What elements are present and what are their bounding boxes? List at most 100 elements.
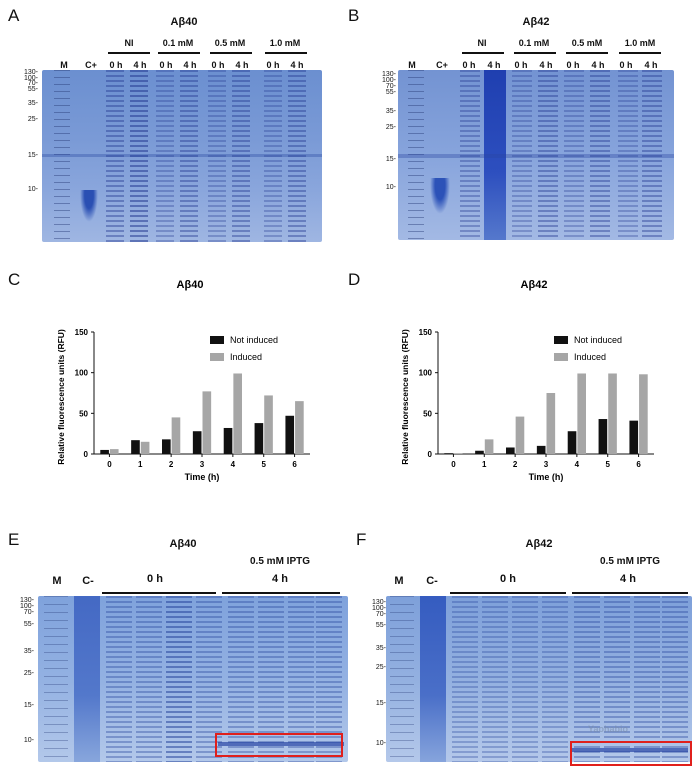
gel-b-time: 0 h	[619, 60, 633, 70]
gel-a-group-ni: NI	[124, 38, 134, 48]
x-tick-label: 6	[292, 460, 297, 469]
gel-a-lane-m: M	[60, 60, 68, 70]
legend-label: Not induced	[574, 335, 622, 345]
x-tick-label: 6	[636, 460, 641, 469]
gel-a-mw: 130-	[23, 69, 38, 76]
gel-a-group-05: 0.5 mM	[214, 38, 246, 48]
gel-f-lane-m: M	[394, 575, 404, 587]
gel-b-image	[398, 70, 674, 240]
bar-not-induced	[629, 420, 639, 454]
gel-b-mw: 35-	[385, 108, 396, 115]
gel-b-title: Aβ42	[522, 16, 550, 28]
gel-a-group-10: 1.0 mM	[269, 38, 301, 48]
gel-f-4h: 4 h	[620, 573, 636, 585]
gel-f-highlight-box	[570, 741, 692, 766]
gel-a-time: 4 h	[133, 60, 147, 70]
legend-swatch	[554, 353, 568, 361]
gel-a-mw: 10-	[27, 186, 38, 193]
gel-a-group-line	[265, 52, 307, 54]
gel-b-time: 4 h	[644, 60, 658, 70]
panel-letter-c: C	[8, 270, 21, 289]
bar-induced	[453, 453, 463, 454]
bar-not-induced	[254, 423, 264, 454]
gel-e-lane-cneg: C-	[82, 575, 94, 587]
y-tick-label: 0	[84, 450, 89, 459]
gel-e-mw: 10-	[23, 737, 34, 744]
gel-a-image	[42, 70, 322, 242]
gel-b-mw: 100-	[381, 77, 396, 84]
gel-e-iptg: 0.5 mM IPTG	[249, 556, 311, 567]
bar-induced	[577, 373, 586, 454]
panel-letter-a: A	[8, 6, 20, 25]
gel-b-group-10: 1.0 mM	[624, 38, 656, 48]
gel-f-mw: 35-	[375, 645, 386, 652]
bar-not-induced	[100, 449, 109, 454]
gel-e-mw: 55-	[23, 621, 34, 628]
y-tick-label: 100	[419, 369, 433, 378]
bar-not-induced	[475, 450, 484, 454]
gel-b-mw: 15-	[385, 156, 396, 163]
x-tick-label: 3	[200, 460, 205, 469]
bar-induced	[639, 374, 648, 454]
x-tick-label: 5	[605, 460, 610, 469]
gel-b-group-line	[462, 52, 504, 54]
gel-f-mw: 100-	[371, 605, 386, 612]
bar-induced	[171, 417, 181, 454]
gel-f-line-0h	[450, 592, 566, 594]
bar-not-induced	[162, 439, 171, 454]
gel-a-mw: 70-	[27, 80, 38, 87]
bar-not-induced	[223, 427, 233, 454]
gel-e-lane-m: M	[52, 575, 62, 587]
y-tick-label: 150	[75, 328, 89, 337]
bar-induced	[109, 449, 119, 454]
panel-letter-f: F	[356, 530, 367, 549]
y-axis-label: Relative fluorescence units (RFU)	[56, 329, 66, 465]
bar-induced	[484, 439, 494, 454]
gel-b-lane-m: M	[408, 60, 416, 70]
gel-e-mw: 130-	[19, 597, 34, 604]
gel-f-mw: 25-	[375, 664, 386, 671]
gel-b-lane-cpos: C+	[436, 60, 448, 70]
legend-label: Induced	[574, 352, 606, 362]
x-tick-label: 3	[544, 460, 549, 469]
gel-a-time: 4 h	[183, 60, 197, 70]
gel-a-time: 4 h	[235, 60, 249, 70]
panel-letter-d: D	[348, 270, 361, 289]
gel-a-mw: 15-	[27, 152, 38, 159]
gel-b-time: 0 h	[566, 60, 580, 70]
x-tick-label: 4	[231, 460, 236, 469]
bar-induced	[202, 391, 212, 454]
legend-label: Not induced	[230, 335, 278, 345]
x-tick-label: 0	[451, 460, 456, 469]
x-tick-label: 2	[169, 460, 174, 469]
gel-b-time: 4 h	[487, 60, 501, 70]
gel-e-4h: 4 h	[272, 573, 288, 585]
gel-b-group-line	[619, 52, 661, 54]
gel-f-mw: 10-	[375, 740, 386, 747]
y-tick-label: 50	[423, 409, 432, 418]
gel-f-title: Aβ42	[525, 538, 553, 550]
gel-e-mw: 100-	[19, 603, 34, 610]
gel-f-mw: 70-	[375, 611, 386, 618]
legend-swatch	[210, 353, 224, 361]
gel-a-group-line	[158, 52, 200, 54]
gel-e-line-4h	[222, 592, 340, 594]
bar-induced	[515, 416, 525, 454]
y-tick-label: 0	[428, 450, 433, 459]
bar-not-induced	[192, 431, 202, 454]
x-tick-label: 4	[575, 460, 580, 469]
gel-a-mw: 55-	[27, 86, 38, 93]
gel-a-mw: 100-	[23, 75, 38, 82]
gel-f-line-4h	[572, 592, 688, 594]
gel-a-mw: 35-	[27, 100, 38, 107]
gel-b-time: 4 h	[539, 60, 553, 70]
chart-title: Aβ42	[521, 279, 548, 291]
gel-b-mw: 10-	[385, 184, 396, 191]
bar-not-induced	[444, 453, 453, 454]
x-tick-label: 1	[482, 460, 487, 469]
gel-e-highlight-box	[215, 733, 343, 757]
gel-b-group-01: 0.1 mM	[518, 38, 550, 48]
bar-not-induced	[131, 440, 140, 454]
